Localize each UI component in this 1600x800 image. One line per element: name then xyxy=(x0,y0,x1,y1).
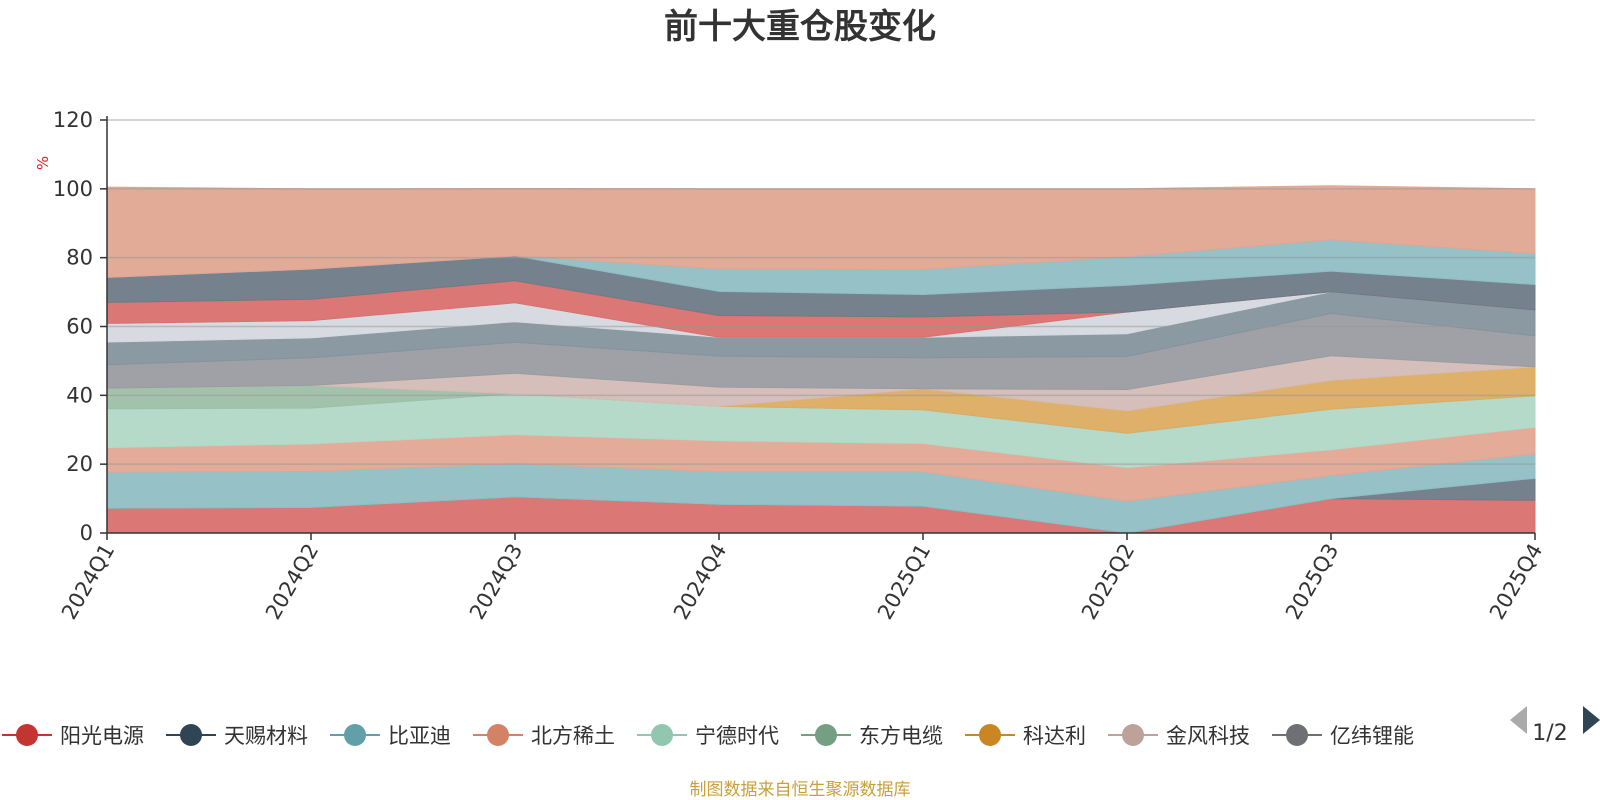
x-tick-label: 2025Q3 xyxy=(1281,540,1343,624)
y-tick-label: 80 xyxy=(66,246,93,270)
legend-marker-icon xyxy=(487,724,509,746)
y-tick-label: 0 xyxy=(80,521,93,545)
y-tick-label: 60 xyxy=(66,315,93,339)
legend-item[interactable]: 宁德时代 xyxy=(637,724,779,748)
legend-item[interactable]: 科达利 xyxy=(965,724,1086,748)
x-tick-label: 2024Q2 xyxy=(261,540,323,624)
y-tick-label: 20 xyxy=(66,452,93,476)
legend-label: 科达利 xyxy=(1023,724,1086,748)
legend-marker-icon xyxy=(815,724,837,746)
legend-label: 比亚迪 xyxy=(388,724,451,748)
grid-layer xyxy=(107,119,1535,465)
y-tick-label: 100 xyxy=(53,177,93,201)
legend: 阳光电源 天赐材料 比亚迪 北方稀土 宁德时代 东方电缆 科达利 金风科技 亿纬锂能 xyxy=(2,724,1414,748)
legend-page-indicator: 1/2 xyxy=(1532,721,1567,746)
legend-marker-icon xyxy=(1286,724,1308,746)
legend-item[interactable]: 亿纬锂能 xyxy=(1272,724,1414,748)
legend-item[interactable]: 比亚迪 xyxy=(330,724,451,748)
x-tick-label: 2024Q4 xyxy=(669,540,731,624)
chart-title: 前十大重仓股变化 xyxy=(664,7,936,47)
legend-item[interactable]: 天赐材料 xyxy=(166,724,308,748)
legend-label: 金风科技 xyxy=(1166,724,1250,748)
legend-marker-icon xyxy=(344,724,366,746)
legend-prev-arrow-icon[interactable] xyxy=(1510,706,1527,734)
x-tick-label: 2025Q1 xyxy=(873,540,935,624)
legend-marker-icon xyxy=(180,724,202,746)
y-tick-label: 120 xyxy=(53,108,93,132)
legend-marker-icon xyxy=(1122,724,1144,746)
data-source-note: 制图数据来自恒生聚源数据库 xyxy=(690,780,911,800)
x-tick-label: 2025Q2 xyxy=(1077,540,1139,624)
legend-item[interactable]: 北方稀土 xyxy=(473,724,615,748)
x-tick-label: 2024Q3 xyxy=(465,540,527,624)
legend-item[interactable]: 金风科技 xyxy=(1108,724,1250,748)
x-tick-label: 2024Q1 xyxy=(57,540,119,624)
legend-label: 亿纬锂能 xyxy=(1330,724,1414,748)
legend-item[interactable]: 阳光电源 xyxy=(2,724,144,748)
area-layer xyxy=(106,185,1536,534)
legend-label: 东方电缆 xyxy=(859,724,943,748)
y-axis-unit: % xyxy=(34,156,52,170)
legend-marker-icon xyxy=(979,724,1001,746)
x-tick-label: 2025Q4 xyxy=(1485,540,1547,624)
legend-label: 宁德时代 xyxy=(695,724,779,748)
legend-label: 北方稀土 xyxy=(531,724,615,748)
legend-label: 阳光电源 xyxy=(60,724,144,748)
y-tick-label: 40 xyxy=(66,383,93,407)
legend-marker-icon xyxy=(16,724,38,746)
legend-pager: 1/2 xyxy=(1510,706,1600,746)
legend-item[interactable]: 东方电缆 xyxy=(801,724,943,748)
legend-next-arrow-icon[interactable] xyxy=(1583,706,1600,734)
legend-marker-icon xyxy=(651,724,673,746)
legend-label: 天赐材料 xyxy=(224,724,308,748)
